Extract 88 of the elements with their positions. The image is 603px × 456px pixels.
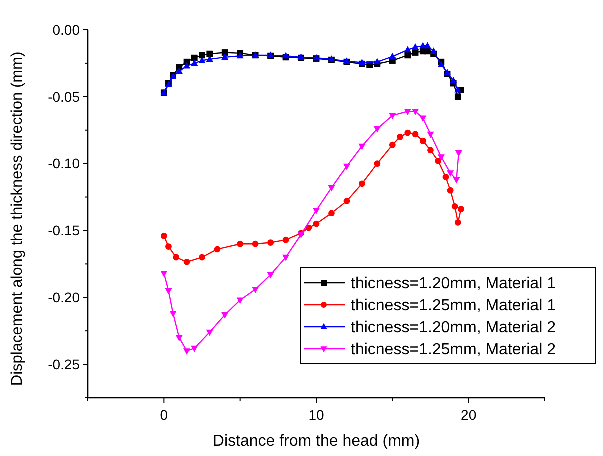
point (374, 58, 381, 65)
point (374, 126, 381, 133)
y-tick-label: 0.00 (52, 22, 80, 38)
point (206, 330, 214, 336)
legend-label: thicness=1.20mm, Material 1 (351, 276, 556, 293)
point (236, 298, 244, 304)
point (404, 46, 412, 53)
point (252, 287, 260, 294)
y-tick-label: -0.25 (48, 356, 80, 372)
point (165, 288, 172, 295)
point (428, 147, 434, 154)
point (442, 174, 450, 180)
y-tick-label: -0.15 (48, 222, 80, 239)
point (170, 311, 177, 318)
point (389, 113, 396, 120)
point (206, 56, 214, 62)
point (183, 62, 191, 69)
point (237, 240, 244, 248)
point (452, 203, 458, 210)
point (424, 42, 432, 49)
point (389, 52, 396, 60)
point (176, 68, 183, 74)
point (412, 109, 420, 116)
point (214, 246, 221, 253)
x-tick-label: 20 (461, 407, 477, 423)
point (420, 138, 426, 144)
point (222, 54, 229, 60)
point (453, 177, 460, 184)
point (222, 50, 228, 56)
point (404, 130, 412, 136)
point (435, 158, 442, 164)
point (173, 254, 180, 261)
point (430, 48, 438, 54)
x-tick-label: 10 (308, 407, 324, 423)
point (199, 254, 206, 261)
point (420, 116, 427, 122)
point (358, 144, 366, 150)
point (374, 160, 381, 168)
point (454, 86, 462, 93)
y-tick-label: -0.20 (48, 290, 80, 306)
point (166, 244, 172, 250)
point (282, 236, 290, 244)
point (447, 187, 454, 194)
point (267, 272, 274, 279)
point (183, 348, 191, 356)
point (222, 312, 229, 319)
point (404, 109, 412, 116)
point (343, 164, 350, 170)
point (176, 335, 183, 342)
point (328, 185, 336, 192)
point (389, 142, 396, 148)
point (438, 154, 445, 161)
y-tick-label: -0.05 (48, 88, 80, 105)
point (359, 180, 366, 188)
point (412, 44, 420, 50)
point (282, 254, 290, 262)
point (268, 240, 274, 246)
point (427, 132, 434, 138)
x-tick-label: 0 (160, 407, 168, 423)
point (191, 346, 198, 352)
point (312, 208, 320, 214)
point (160, 270, 168, 278)
point (206, 50, 214, 58)
point (404, 52, 412, 59)
point (184, 258, 190, 266)
x-axis-title: Distance from the head (mm) (212, 433, 420, 450)
point (447, 170, 454, 178)
point (198, 56, 206, 64)
y-tick-label: -0.10 (48, 156, 80, 172)
point (450, 77, 458, 84)
point (252, 240, 259, 248)
point (454, 94, 462, 100)
point (313, 220, 320, 228)
point (458, 206, 464, 213)
legend-label: thicness=1.25mm, Material 2 (351, 342, 556, 359)
point (455, 150, 462, 157)
point (397, 134, 404, 140)
point (328, 210, 335, 217)
legend-label: thicness=1.25mm, Material 1 (351, 298, 556, 315)
point (160, 232, 168, 240)
legend-label: thicness=1.20mm, Material 2 (351, 320, 556, 337)
point (191, 54, 198, 62)
point (191, 60, 198, 66)
point (344, 198, 350, 204)
point (199, 52, 206, 59)
point (412, 131, 419, 138)
y-axis-title: Displacement along the thickness direction (mm) (9, 52, 26, 386)
point (454, 220, 462, 226)
